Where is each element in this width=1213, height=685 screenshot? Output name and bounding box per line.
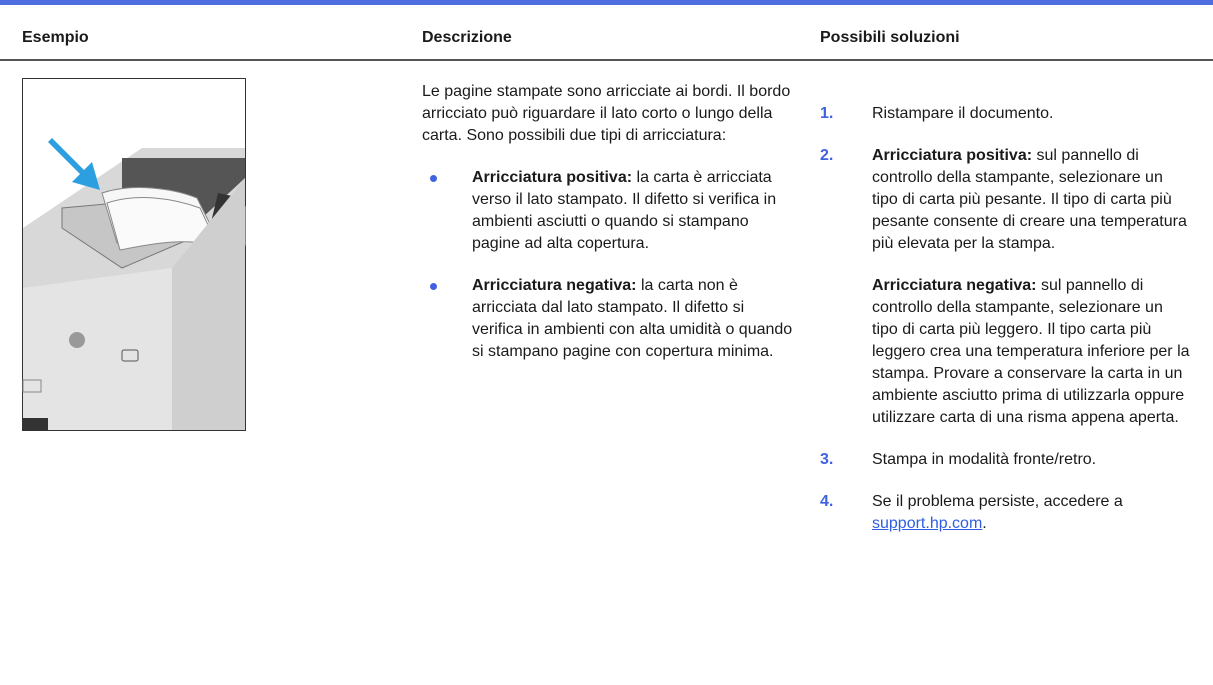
- printer-illustration: [22, 78, 246, 431]
- solution-number: 2.: [820, 147, 834, 164]
- solution-paragraph: Arricciatura positiva: sul pannello di c…: [872, 145, 1192, 255]
- support-link[interactable]: support.hp.com: [872, 515, 983, 532]
- solution-paragraph: Arricciatura negativa: sul pannello di c…: [872, 275, 1192, 429]
- bullet-text: la carta non è arricciata dal lato stamp…: [472, 277, 793, 360]
- column-header: Descrizione: [422, 29, 512, 46]
- header-separator: [0, 59, 1213, 61]
- solution-text: sul pannello di controllo della stampant…: [872, 277, 1190, 426]
- solution-item: 3. Stampa in modalità fronte/retro.: [820, 449, 1192, 471]
- description: Le pagine stampate sono arricciate ai bo…: [422, 81, 797, 363]
- top-bar: [0, 0, 1213, 5]
- link-suffix: .: [982, 515, 987, 532]
- solutions: 1. Ristampare il documento. 2. Arricciatu…: [820, 103, 1192, 555]
- solution-item: 2. Arricciatura positiva: sul pannello d…: [820, 145, 1192, 429]
- column-header: Possibili soluzioni: [820, 29, 960, 46]
- solution-number: 1.: [820, 105, 834, 122]
- bullet-term: Arricciatura negativa:: [472, 277, 637, 294]
- solution-text: Se il problema persiste, accedere a: [872, 493, 1123, 510]
- solution-item: 4. Se il problema persiste, accedere a su…: [820, 491, 1192, 535]
- solution-text: Stampa in modalità fronte/retro.: [872, 451, 1097, 468]
- solution-term: Arricciatura positiva:: [872, 147, 1033, 164]
- solution-text: Ristampare il documento.: [872, 105, 1054, 122]
- solution-text: sul pannello di controllo della stampant…: [872, 147, 1187, 252]
- description-intro: Le pagine stampate sono arricciate ai bo…: [422, 83, 791, 144]
- bullet-item: Arricciatura positiva: la carta è arricc…: [422, 167, 797, 255]
- bullet-text: la carta è arricciata verso il lato stam…: [472, 169, 777, 252]
- solution-term: Arricciatura negativa:: [872, 277, 1037, 294]
- bullet-item: Arricciatura negativa: la carta non è ar…: [422, 275, 797, 363]
- bullet-term: Arricciatura positiva:: [472, 169, 633, 186]
- solution-number: 3.: [820, 451, 834, 468]
- solution-item: 1. Ristampare il documento.: [820, 103, 1192, 125]
- column-header: Esempio: [22, 29, 89, 46]
- solution-number: 4.: [820, 493, 834, 510]
